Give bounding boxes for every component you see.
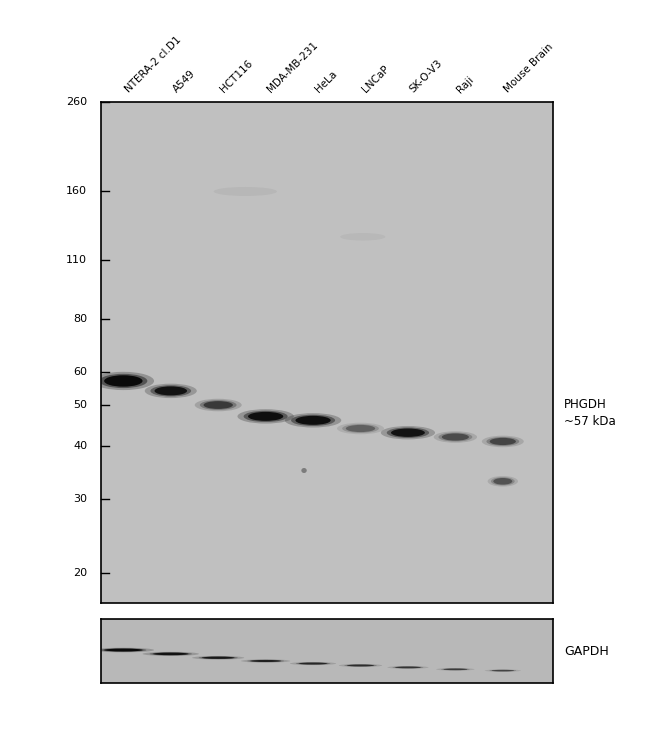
Ellipse shape (302, 468, 307, 473)
Ellipse shape (391, 428, 425, 437)
Text: A549: A549 (171, 69, 197, 95)
Text: HCT116: HCT116 (218, 58, 254, 95)
Ellipse shape (393, 667, 423, 668)
Ellipse shape (237, 409, 294, 423)
Text: 160: 160 (66, 186, 87, 197)
Ellipse shape (439, 433, 473, 442)
Ellipse shape (443, 669, 467, 670)
Ellipse shape (150, 385, 191, 396)
Ellipse shape (436, 668, 474, 670)
Ellipse shape (104, 375, 142, 387)
Ellipse shape (92, 372, 154, 390)
Ellipse shape (339, 664, 382, 667)
Ellipse shape (296, 662, 330, 664)
Ellipse shape (100, 648, 146, 652)
Text: 30: 30 (73, 494, 87, 504)
Text: GAPDH: GAPDH (564, 645, 608, 658)
Ellipse shape (434, 431, 477, 443)
Ellipse shape (488, 476, 518, 487)
Ellipse shape (387, 428, 429, 438)
Text: 60: 60 (73, 366, 87, 376)
Ellipse shape (202, 656, 235, 659)
Ellipse shape (346, 425, 375, 432)
Ellipse shape (195, 399, 242, 412)
Ellipse shape (92, 648, 154, 652)
Ellipse shape (395, 667, 421, 668)
Ellipse shape (104, 648, 142, 651)
Ellipse shape (485, 670, 521, 672)
Ellipse shape (493, 478, 512, 485)
Ellipse shape (489, 670, 516, 672)
Ellipse shape (486, 437, 519, 446)
Ellipse shape (347, 664, 374, 667)
Ellipse shape (342, 424, 379, 433)
Ellipse shape (285, 413, 341, 428)
Ellipse shape (381, 426, 435, 439)
Text: 260: 260 (66, 97, 87, 107)
Ellipse shape (145, 384, 197, 398)
Ellipse shape (248, 412, 283, 421)
Ellipse shape (155, 387, 187, 395)
Text: 80: 80 (73, 314, 87, 324)
Ellipse shape (291, 414, 335, 426)
Text: SK-O-V3: SK-O-V3 (408, 58, 445, 95)
Ellipse shape (247, 660, 284, 662)
Ellipse shape (99, 374, 148, 388)
Text: Raji: Raji (456, 74, 476, 95)
Ellipse shape (298, 662, 328, 664)
Ellipse shape (150, 652, 192, 656)
Ellipse shape (214, 187, 277, 196)
Ellipse shape (387, 666, 428, 669)
Ellipse shape (344, 664, 377, 667)
Text: HeLa: HeLa (313, 69, 339, 95)
Ellipse shape (203, 401, 233, 409)
Ellipse shape (250, 660, 281, 662)
Ellipse shape (241, 659, 290, 662)
Ellipse shape (482, 436, 524, 447)
Ellipse shape (442, 433, 469, 441)
Text: 50: 50 (73, 400, 87, 410)
Ellipse shape (441, 668, 470, 670)
Text: MDA-MB-231: MDA-MB-231 (266, 40, 320, 95)
Text: 110: 110 (66, 255, 87, 265)
Text: LNCaP: LNCaP (361, 64, 391, 95)
Text: PHGDH
~57 kDa: PHGDH ~57 kDa (564, 398, 616, 428)
Text: NTERA-2 cl.D1: NTERA-2 cl.D1 (124, 35, 183, 95)
Ellipse shape (244, 411, 288, 422)
Ellipse shape (337, 423, 384, 434)
Ellipse shape (491, 477, 515, 485)
Ellipse shape (296, 416, 331, 425)
Ellipse shape (290, 662, 336, 665)
Ellipse shape (142, 652, 199, 656)
Ellipse shape (153, 653, 188, 655)
Ellipse shape (199, 656, 238, 659)
Text: 20: 20 (73, 568, 87, 578)
Ellipse shape (489, 438, 516, 445)
Text: Mouse Brain: Mouse Brain (503, 42, 556, 95)
Ellipse shape (200, 400, 237, 410)
Ellipse shape (340, 233, 385, 240)
Ellipse shape (491, 670, 514, 671)
Ellipse shape (192, 656, 244, 659)
Text: 40: 40 (73, 441, 87, 451)
